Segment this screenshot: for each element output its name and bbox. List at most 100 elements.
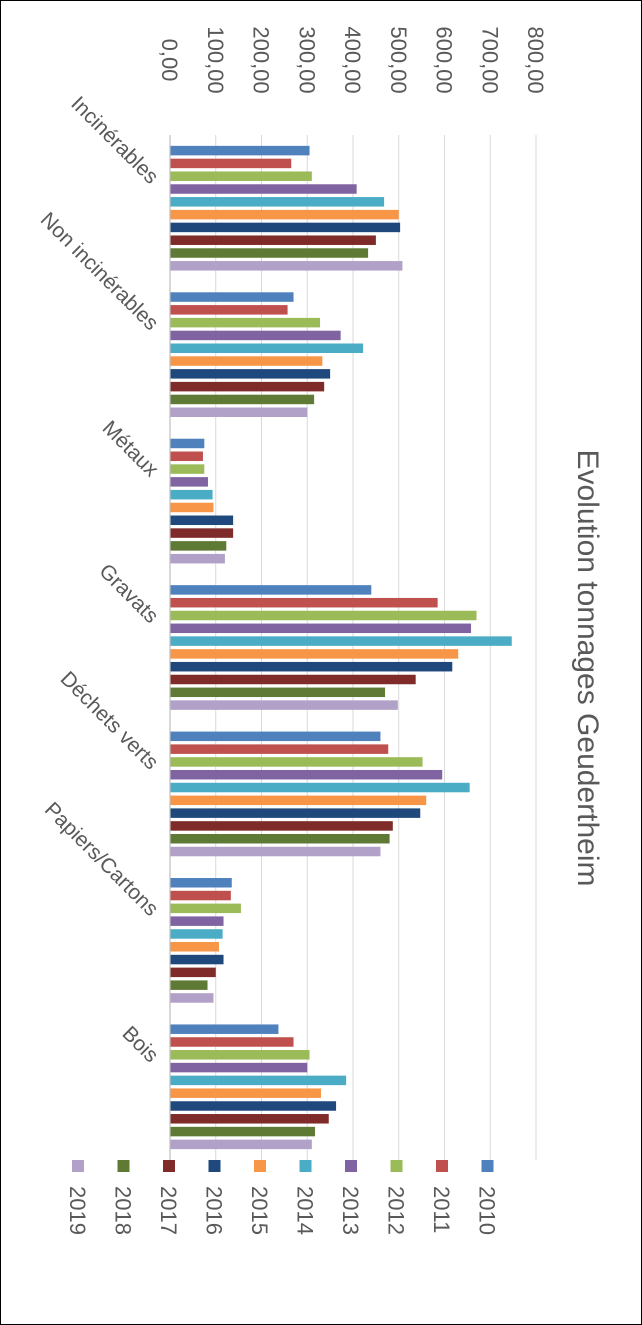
- bar: [170, 515, 234, 526]
- bar: [170, 305, 288, 315]
- legend-label: 2019: [65, 1186, 90, 1235]
- bar: [170, 1101, 337, 1111]
- legend-label: 2015: [247, 1186, 272, 1235]
- legend-label: 2018: [111, 1186, 136, 1235]
- bar: [170, 597, 438, 608]
- legend-swatch: [436, 1160, 448, 1172]
- bar: [170, 1037, 294, 1047]
- category-label: Papiers/Cartons: [40, 798, 163, 921]
- bar: [170, 292, 294, 302]
- bar: [170, 782, 470, 793]
- bar: [170, 1062, 308, 1073]
- bar: [170, 502, 214, 513]
- x-tick-label: 200,00: [249, 26, 274, 93]
- legend: 2019 2018 2017 2016 2015 2014 2013 2012 2011 2010: [65, 1160, 500, 1235]
- bar: [170, 833, 390, 844]
- bar: [170, 636, 512, 646]
- category-label: Bois: [118, 1022, 163, 1067]
- bar: [170, 769, 443, 780]
- x-tick-label: 100,00: [203, 26, 228, 93]
- x-tick-label: 600,00: [432, 26, 457, 93]
- bar: [170, 649, 459, 659]
- bar: [170, 343, 364, 353]
- bar: [170, 623, 472, 634]
- bar: [170, 158, 292, 169]
- bar: [170, 317, 321, 328]
- legend-swatch: [117, 1160, 130, 1172]
- legend-swatch: [254, 1160, 266, 1172]
- legend-label: 2011: [429, 1186, 454, 1233]
- bar: [170, 942, 219, 952]
- x-tick-label: 400,00: [340, 26, 365, 93]
- category-label: Gravats: [94, 560, 162, 628]
- bar: [170, 356, 323, 366]
- bar: [170, 795, 427, 806]
- category-label: Métaux: [98, 416, 163, 481]
- category-label: Déchets verts: [56, 667, 163, 774]
- bar: [170, 1075, 347, 1086]
- legend-label: 2013: [338, 1186, 363, 1235]
- legend-label: 2010: [475, 1186, 500, 1235]
- bar: [170, 222, 401, 233]
- legend-label: 2012: [384, 1186, 409, 1235]
- bar: [170, 890, 231, 901]
- bar: [170, 1024, 279, 1034]
- bar: [170, 184, 357, 194]
- bar: [170, 1139, 312, 1150]
- legend-label: 2016: [202, 1186, 227, 1235]
- chart-title: Evolution tonnages Geudertheim: [571, 450, 604, 887]
- bar: [170, 878, 232, 888]
- legend-swatch: [163, 1160, 175, 1172]
- bar: [170, 1050, 310, 1060]
- bar-layer: [170, 145, 512, 1150]
- bar: [170, 369, 331, 379]
- bar: [170, 700, 398, 710]
- bar: [170, 929, 223, 939]
- bar: [170, 585, 372, 595]
- bar: [170, 381, 325, 392]
- grid-layer: [169, 135, 537, 1160]
- bar: [170, 248, 369, 258]
- x-tick-label: 800,00: [523, 26, 548, 93]
- bar: [170, 261, 403, 271]
- bar: [170, 916, 224, 926]
- legend-swatch: [345, 1160, 357, 1172]
- bar: [170, 489, 213, 500]
- bar: [170, 954, 224, 965]
- x-tick-label: 300,00: [294, 26, 319, 93]
- bar: [170, 967, 216, 978]
- legend-swatch: [299, 1160, 312, 1172]
- x-tick-label: 700,00: [477, 26, 502, 93]
- legend-label: 2017: [156, 1186, 181, 1235]
- category-label: Non incinérables: [36, 208, 163, 335]
- bar: [170, 674, 416, 685]
- legend-label: 2014: [293, 1186, 318, 1235]
- legend-swatch: [390, 1160, 403, 1172]
- bar: [170, 757, 423, 767]
- bar: [170, 808, 421, 818]
- bar: [170, 477, 208, 487]
- bar: [170, 451, 203, 462]
- bar: [170, 744, 389, 754]
- x-tick-label: 500,00: [386, 26, 411, 93]
- legend-swatch: [72, 1160, 84, 1172]
- bar: [170, 553, 225, 564]
- bar: [170, 464, 205, 474]
- bar: [170, 1114, 329, 1124]
- legend-swatch: [481, 1160, 494, 1172]
- bar: [170, 407, 308, 417]
- bar: [170, 438, 205, 449]
- bar: [170, 731, 381, 742]
- bar: [170, 1126, 316, 1137]
- bar: [170, 541, 227, 551]
- bar: [170, 610, 477, 621]
- bar: [170, 687, 386, 698]
- bar: [170, 209, 399, 220]
- legend-swatch: [208, 1160, 221, 1172]
- bar: [170, 528, 234, 538]
- category-label: Incinérables: [66, 92, 162, 188]
- bar: [170, 197, 385, 207]
- bar: [170, 145, 310, 156]
- bar: [170, 661, 453, 672]
